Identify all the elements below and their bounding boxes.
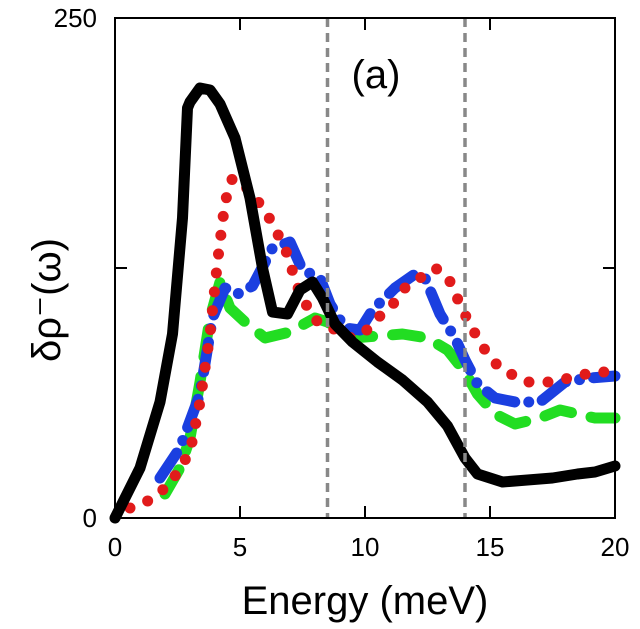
x-tick-label: 0	[108, 532, 122, 562]
x-tick-label: 5	[233, 532, 247, 562]
y-tick-label: 250	[54, 3, 97, 33]
x-axis-title: Energy (meV)	[242, 579, 489, 623]
ticks: 0 5 10 15 20 0 250	[54, 3, 630, 562]
series-layer	[109, 82, 621, 524]
reference-lines	[325, 18, 467, 518]
series-line-black-solid	[109, 82, 621, 524]
panel-label: (a)	[352, 53, 401, 97]
series-line-blue-dashdot	[154, 236, 621, 484]
series-line-green-dashed	[159, 276, 621, 500]
y-axis-title: δρ⁻(ω)	[25, 238, 69, 362]
y-tick-label: 0	[83, 503, 97, 533]
x-tick-label: 15	[476, 532, 505, 562]
x-tick-label: 20	[601, 532, 630, 562]
x-tick-label: 10	[351, 532, 380, 562]
